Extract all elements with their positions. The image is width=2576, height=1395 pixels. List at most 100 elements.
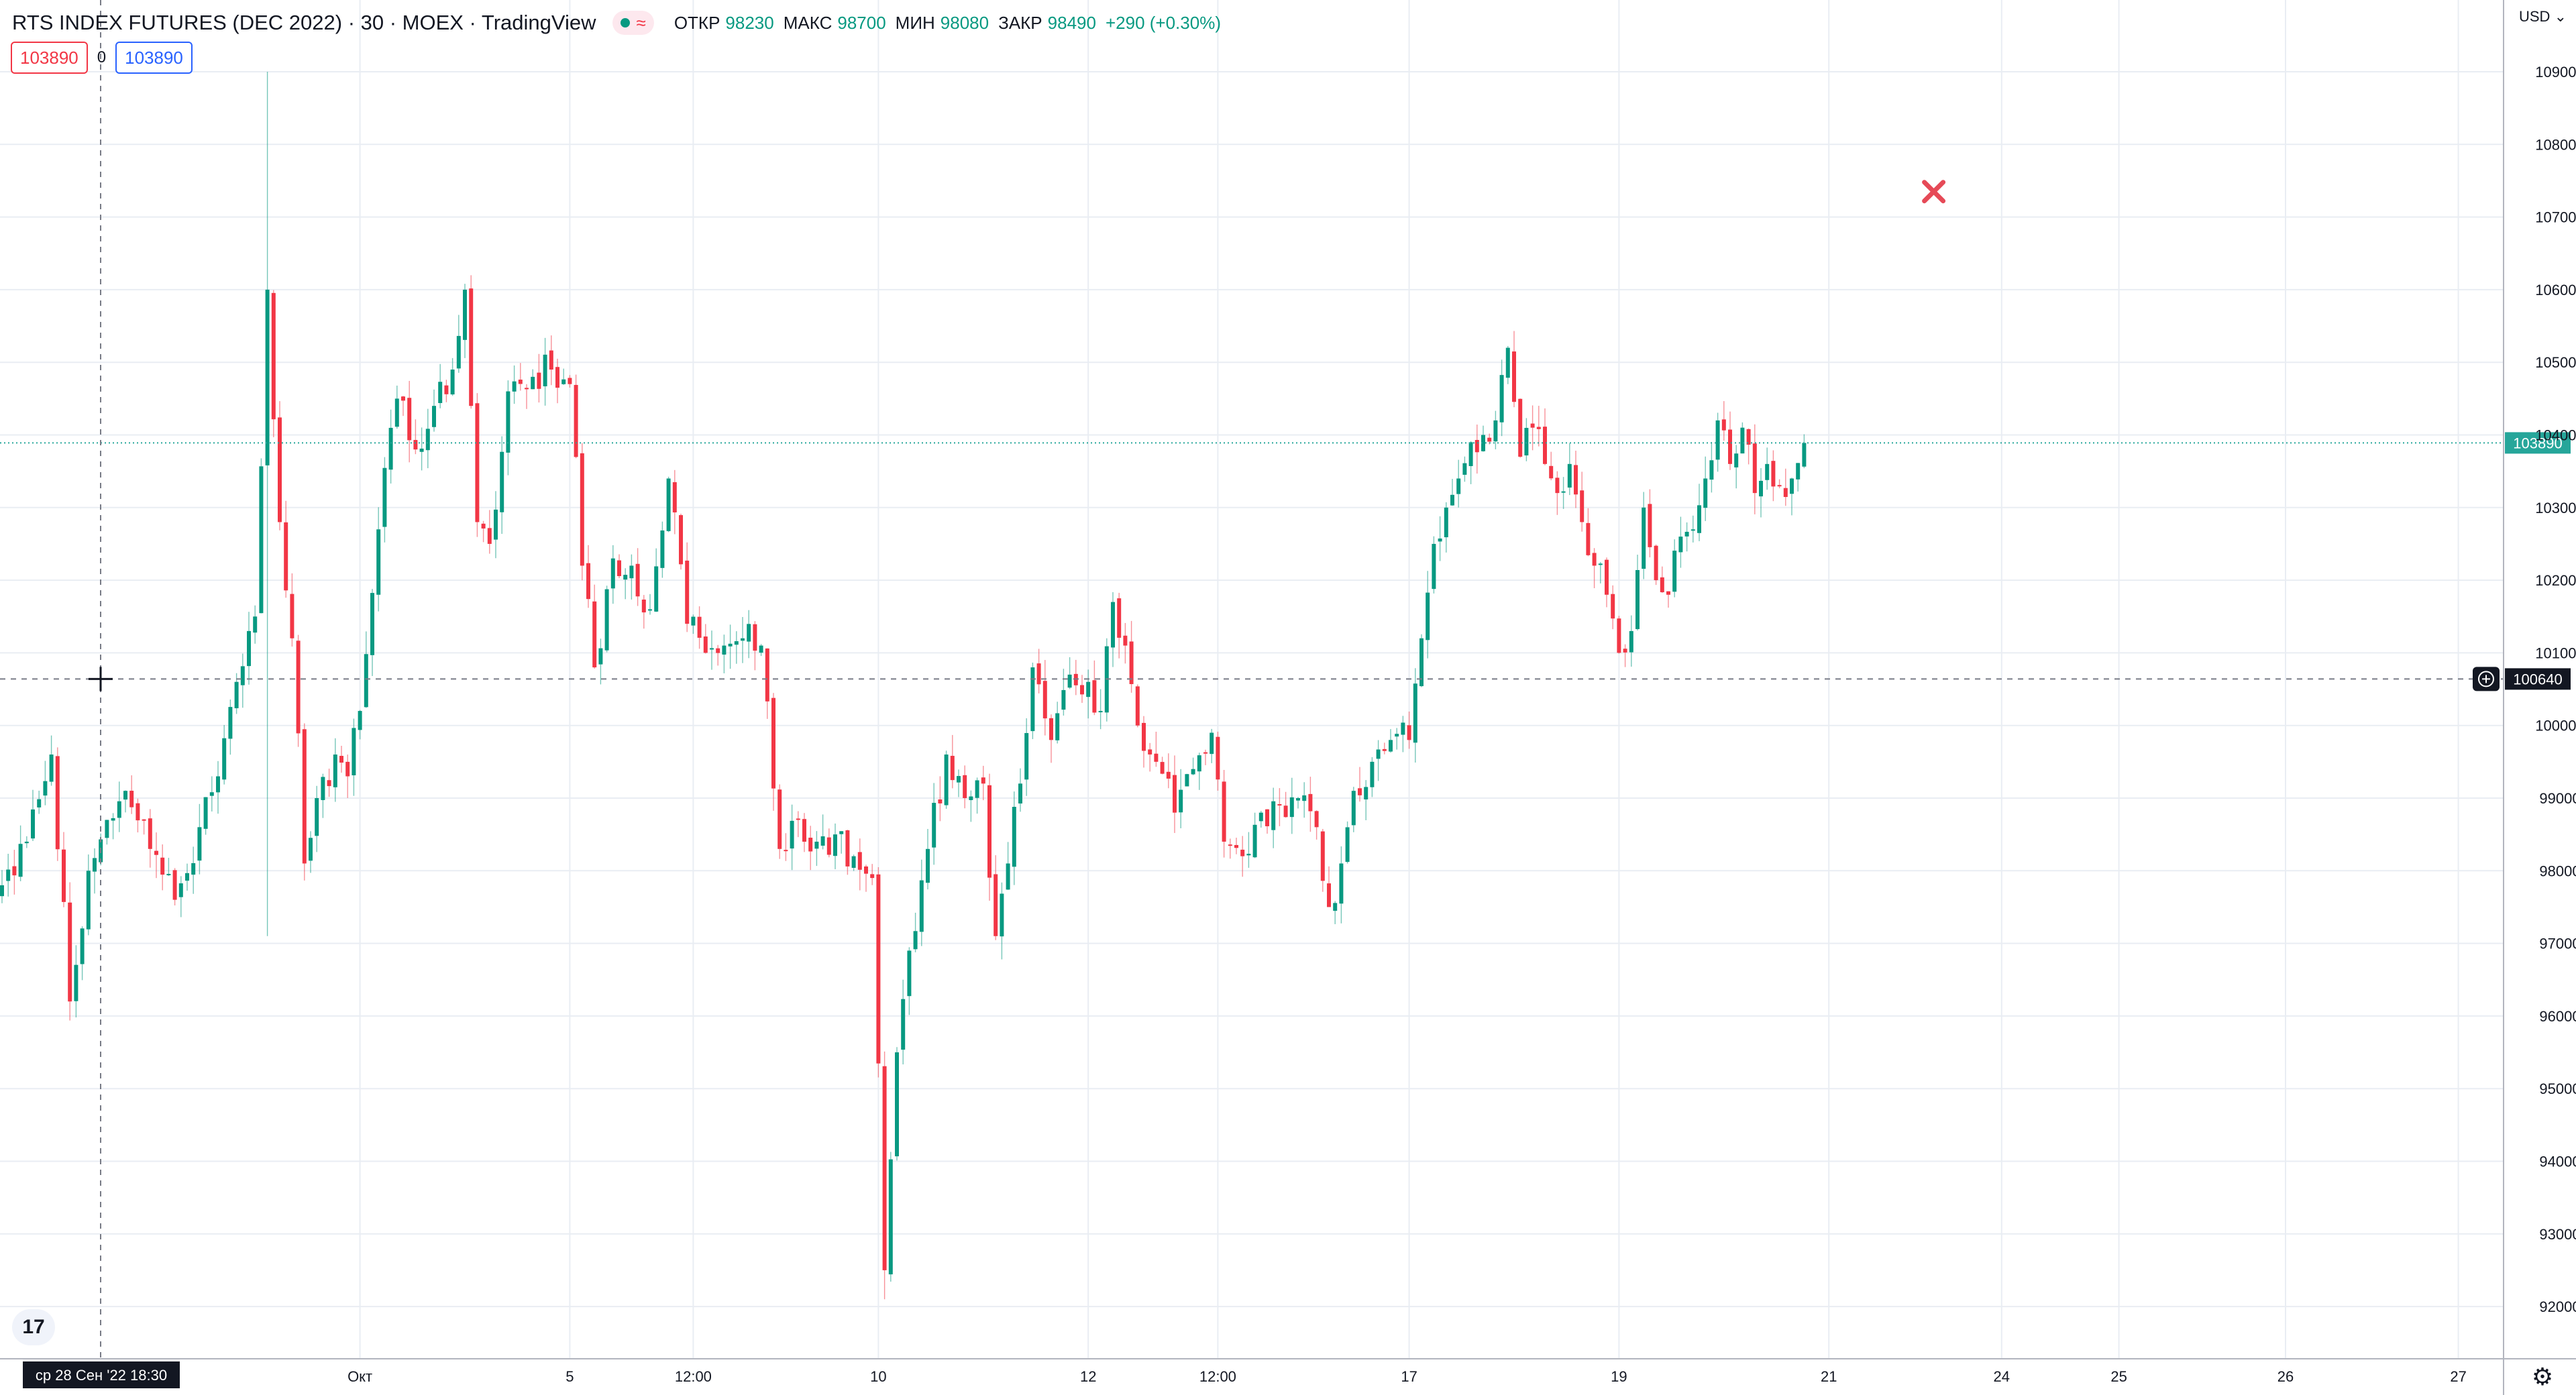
candle-body [506,391,511,453]
candle-body [1080,685,1084,695]
candle-body [1790,478,1794,494]
candle-body [796,818,800,820]
candle-body [703,636,708,653]
candle-body [1648,504,1652,547]
candle-body [1364,787,1368,799]
candle-body [1771,461,1776,487]
candle-body [1777,485,1782,487]
candle-body [759,645,763,653]
candle-body [610,558,615,589]
candle-body [1258,812,1263,822]
candle-body [876,874,881,1064]
candle-body [487,528,492,544]
symbol-title[interactable]: RTS INDEX FUTURES (DEC 2022) · 30 · MOEX… [12,11,596,34]
candle-body [1351,791,1356,826]
candle-body [302,729,307,864]
candle-body [296,640,301,734]
candle-body [55,756,60,850]
y-tick-label: 107000 [2535,209,2576,226]
x-tick-label: Окт [347,1368,372,1385]
market-status-pill[interactable]: ≈ [612,11,654,35]
candle-body [1320,831,1325,881]
x-tick-label: 12:00 [675,1368,712,1385]
candle-body [1413,683,1417,743]
candle-body [710,648,714,650]
candle-body [1672,551,1677,592]
candle-body [1592,553,1597,566]
candle-body [1666,591,1670,595]
candle-body [1518,398,1523,457]
x-tick-label: 27 [2450,1368,2466,1385]
trade-buttons: 103890 0 103890 [11,42,193,74]
candle-body [826,837,831,855]
candle-body [833,834,837,856]
candle-body [1012,807,1016,867]
candle-body [851,856,856,868]
candle-body [1098,711,1103,713]
candle-body [994,874,998,936]
candle-body [1462,463,1467,475]
candle-body [1314,811,1319,828]
candle-body [1481,435,1485,451]
candle-body [1598,563,1603,565]
sell-button[interactable]: 103890 [11,42,88,74]
candle-body [1524,427,1529,456]
candle-body [963,775,967,798]
candle-body [1111,602,1115,648]
x-tick-label: 10 [870,1368,886,1385]
candle-body [425,429,430,451]
candle-body [475,403,480,522]
candle-body [882,1066,887,1270]
candle-body [315,798,319,836]
candle-body [481,523,486,529]
candle-body [1129,641,1134,685]
candle-body [1179,789,1183,813]
candle-body [926,848,930,883]
candle-body [1203,752,1208,754]
candle-body [444,385,449,394]
crosshair-time-bg [23,1361,180,1388]
candle-body [839,831,844,834]
candle-body [129,791,134,807]
tradingview-logo-icon[interactable]: 17 [12,1309,55,1345]
x-tick-label: 19 [1611,1368,1627,1385]
y-tick-label: 104000 [2535,427,2576,444]
candle-body [80,928,85,964]
candle-body [654,566,659,612]
gear-icon[interactable]: ⚙ [2531,1363,2554,1390]
close-label: ЗАКР [998,12,1042,33]
candle-body [987,785,991,878]
candle-body [1216,736,1220,780]
currency-selector[interactable]: USD ⌄ [2519,8,2567,25]
candle-body [747,624,751,642]
candle-body [148,818,152,849]
candle-body [1197,755,1201,772]
candle-body [1092,680,1097,713]
candle-body [1345,827,1350,862]
candle-body [660,530,665,568]
candle-body [901,999,906,1050]
candle-body [1765,463,1770,480]
candle-body [1721,419,1726,431]
buy-button[interactable]: 103890 [115,42,193,74]
crosshair-time-label: ср 28 Сен '22 18:30 [36,1367,167,1384]
candle-body [43,781,48,796]
candle-body [641,600,646,613]
candle-body [1030,667,1035,732]
candle-body [777,789,782,849]
candle-body [635,563,640,597]
logo-text: 17 [22,1316,45,1338]
candle-body [1586,522,1591,555]
open-label: ОТКР [674,12,720,33]
candle-body [166,874,171,876]
candle-body [592,601,597,668]
candle-body [49,755,54,782]
candle-body [518,380,523,384]
candle-body [1389,740,1393,752]
candle-body [1252,824,1257,858]
candle-body [6,869,11,881]
candle-body [598,648,603,665]
candle-body [1283,805,1288,818]
candle-body [86,871,91,930]
